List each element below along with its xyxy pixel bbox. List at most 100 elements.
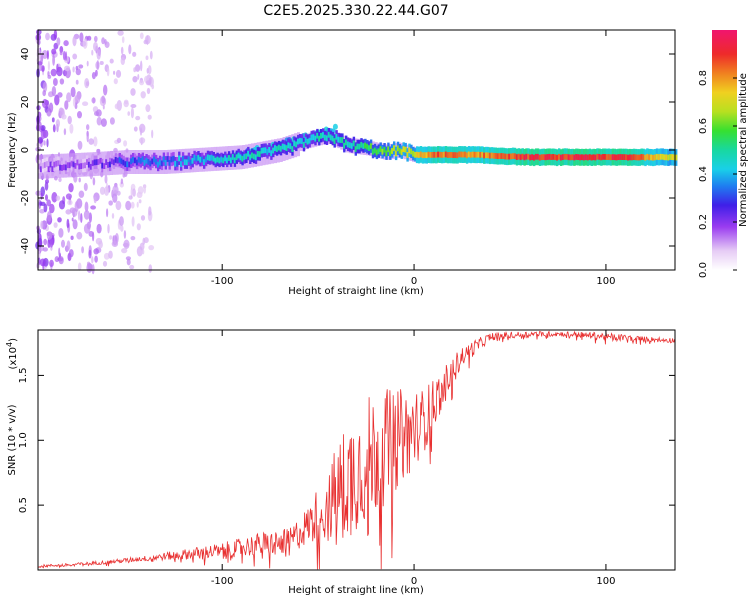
ridge-core-cell	[86, 159, 89, 165]
noise-blob	[87, 35, 92, 41]
ridge-core-cell	[483, 152, 486, 159]
noise-blob	[120, 46, 124, 55]
ridge-core-cell	[281, 143, 285, 150]
noise-blob	[131, 216, 135, 227]
ridge-core-cell	[189, 159, 192, 166]
ridge-core-cell	[575, 154, 578, 160]
ridge-core-cell	[450, 152, 453, 158]
noise-blob	[69, 123, 74, 134]
noise-blob	[46, 211, 52, 222]
noise-blob	[112, 193, 118, 203]
ridge-core-cell	[270, 150, 273, 157]
noise-blob	[121, 36, 125, 44]
ridge-core-cell	[72, 161, 75, 168]
ridge-core-cell	[605, 154, 609, 160]
ridge-core-cell	[496, 153, 499, 160]
noise-blob	[130, 236, 136, 241]
ridge-core-cell	[120, 158, 123, 165]
ridge-core-cell	[446, 152, 450, 158]
noise-blob	[82, 101, 89, 106]
noise-blob	[91, 97, 96, 104]
noise-blob	[109, 235, 113, 240]
ridge-core-cell	[45, 161, 49, 167]
ridge-core-cell	[105, 159, 108, 165]
noise-blob	[136, 246, 143, 257]
ridge-core-cell	[249, 154, 252, 161]
noise-blob	[133, 67, 137, 73]
ridge-core-cell	[630, 154, 634, 161]
ridge-core-cell	[251, 152, 254, 159]
ridge-core-cell	[619, 154, 622, 160]
ridge-core-cell	[356, 143, 359, 150]
noise-blob	[116, 137, 122, 143]
colorbar-label: Normalized spectral amplitude	[738, 73, 749, 227]
ridge-core-cell	[536, 153, 540, 160]
noise-blob	[145, 55, 149, 61]
noise-blob	[66, 92, 72, 103]
ridge-core-cell	[417, 152, 421, 158]
ridge-core-cell	[515, 154, 519, 160]
noise-blob	[75, 68, 82, 76]
ridge-core-cell	[609, 154, 613, 161]
ridge-core-cell	[423, 152, 427, 158]
ridge-core-cell	[59, 164, 62, 171]
noise-blob	[139, 80, 145, 86]
ridge-core-cell	[277, 144, 281, 151]
ridge-core-cell	[266, 149, 269, 155]
ridge-core-cell	[174, 160, 177, 167]
ridge-core-cell	[644, 154, 647, 161]
ridge-core-cell	[653, 154, 657, 161]
ridge-core-cell	[158, 159, 162, 166]
ridge-core-cell	[498, 153, 501, 159]
noise-blob	[123, 230, 127, 239]
ridge-core-cell	[295, 141, 298, 148]
noise-blob	[98, 240, 103, 249]
ridge-core-cell	[285, 145, 288, 151]
snr-y-tick-label: 1.5	[18, 367, 29, 383]
ridge-core-cell	[245, 153, 248, 160]
noise-blob	[147, 65, 152, 75]
ridge-core-cell	[373, 147, 377, 154]
spectrogram-y-tick-label: -40	[20, 238, 31, 254]
noise-blob	[84, 201, 89, 212]
noise-blob	[90, 205, 96, 210]
spectrogram-y-ticks: -40 -20 0 20 40	[20, 48, 675, 254]
noise-blob	[61, 114, 67, 120]
noise-blob	[48, 102, 54, 113]
colorbar-ticks: 0.0 0.2 0.4 0.6 0.8	[698, 70, 737, 278]
ridge-core-cell	[358, 143, 361, 150]
ridge-core-cell	[327, 131, 331, 138]
ridge-core-cell	[226, 157, 229, 164]
ridge-core-cell	[193, 154, 196, 161]
noise-blob	[99, 61, 104, 65]
ridge-core-cell	[579, 154, 582, 161]
noise-blob	[86, 60, 89, 67]
ridge-core-cell	[331, 135, 334, 142]
colorbar-tick-label: 0.0	[698, 262, 709, 278]
noise-blob	[46, 199, 51, 207]
ridge-core-cell	[320, 132, 323, 139]
noise-blob	[145, 80, 152, 86]
noise-blob	[128, 195, 133, 200]
branch-cell	[332, 123, 338, 130]
noise-blob	[46, 138, 49, 148]
noise-blob	[115, 200, 122, 211]
ridge-core-cell	[559, 154, 563, 161]
noise-blob	[94, 111, 99, 116]
noise-blob	[55, 119, 61, 128]
ridge-core-cell	[444, 151, 448, 158]
noise-blob	[78, 177, 81, 183]
noise-blob	[130, 104, 137, 108]
ridge-core-cell	[275, 146, 279, 152]
ridge-core-cell	[571, 154, 574, 161]
ridge-core-cell	[178, 155, 181, 162]
ridge-core-cell	[385, 150, 388, 157]
ridge-core-cell	[458, 151, 461, 158]
ridge-core-cell	[78, 163, 81, 170]
noise-blob	[112, 185, 119, 195]
noise-blob	[83, 223, 91, 234]
noise-blob	[106, 182, 108, 193]
ridge-core-cell	[199, 156, 202, 163]
spectrogram-y-tick-label: 20	[20, 96, 31, 109]
